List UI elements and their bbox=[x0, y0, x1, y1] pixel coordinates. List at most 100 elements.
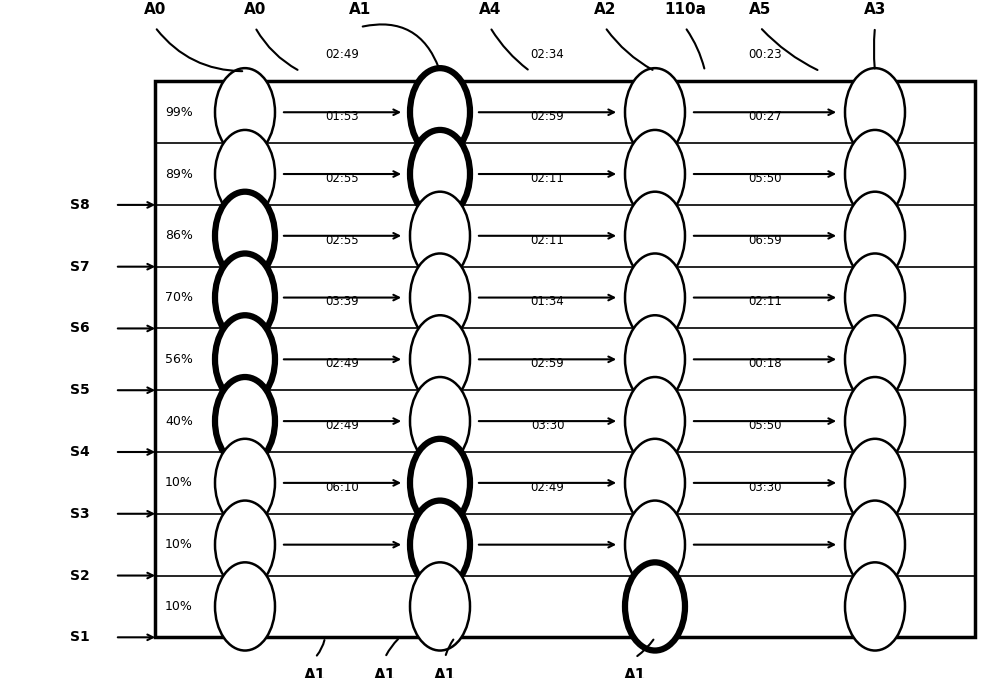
Text: 03:39: 03:39 bbox=[326, 296, 359, 308]
Text: A3: A3 bbox=[864, 2, 886, 17]
Text: A4: A4 bbox=[479, 2, 501, 17]
Ellipse shape bbox=[410, 192, 470, 280]
Ellipse shape bbox=[625, 500, 685, 589]
Text: 02:55: 02:55 bbox=[326, 234, 359, 247]
Ellipse shape bbox=[845, 562, 905, 650]
FancyArrowPatch shape bbox=[317, 640, 324, 656]
Text: 02:34: 02:34 bbox=[531, 48, 564, 62]
Ellipse shape bbox=[625, 439, 685, 527]
Ellipse shape bbox=[845, 254, 905, 342]
Ellipse shape bbox=[215, 562, 275, 650]
Ellipse shape bbox=[625, 130, 685, 218]
Text: 40%: 40% bbox=[165, 415, 193, 428]
Text: 99%: 99% bbox=[165, 106, 193, 119]
FancyArrowPatch shape bbox=[157, 29, 242, 71]
Ellipse shape bbox=[410, 562, 470, 650]
Text: S7: S7 bbox=[70, 260, 90, 274]
Text: 05:50: 05:50 bbox=[748, 172, 782, 185]
Text: S1: S1 bbox=[70, 631, 90, 644]
Ellipse shape bbox=[215, 439, 275, 527]
Text: 10%: 10% bbox=[165, 477, 193, 490]
Text: S5: S5 bbox=[70, 383, 90, 397]
Text: S6: S6 bbox=[70, 321, 90, 336]
Text: A1: A1 bbox=[304, 668, 326, 678]
Ellipse shape bbox=[215, 68, 275, 157]
Text: 02:11: 02:11 bbox=[748, 296, 782, 308]
FancyArrowPatch shape bbox=[491, 29, 528, 70]
Text: A0: A0 bbox=[244, 2, 266, 17]
Ellipse shape bbox=[845, 500, 905, 589]
Text: 56%: 56% bbox=[165, 353, 193, 366]
FancyArrowPatch shape bbox=[687, 29, 704, 68]
Text: A2: A2 bbox=[594, 2, 616, 17]
FancyArrowPatch shape bbox=[762, 29, 817, 70]
Text: A1: A1 bbox=[624, 668, 646, 678]
Text: S2: S2 bbox=[70, 569, 90, 582]
Text: 06:59: 06:59 bbox=[748, 234, 782, 247]
Text: 05:50: 05:50 bbox=[748, 419, 782, 432]
Text: 110a: 110a bbox=[664, 2, 706, 17]
FancyArrowPatch shape bbox=[386, 639, 398, 655]
Ellipse shape bbox=[845, 68, 905, 157]
Text: 02:49: 02:49 bbox=[326, 419, 359, 432]
Text: A0: A0 bbox=[144, 2, 166, 17]
Text: 03:30: 03:30 bbox=[531, 419, 564, 432]
Ellipse shape bbox=[410, 130, 470, 218]
Text: A1: A1 bbox=[434, 668, 456, 678]
FancyArrowPatch shape bbox=[446, 639, 453, 655]
Text: 06:10: 06:10 bbox=[326, 481, 359, 494]
Text: 02:55: 02:55 bbox=[326, 172, 359, 185]
Text: 00:27: 00:27 bbox=[748, 110, 782, 123]
Text: 00:18: 00:18 bbox=[748, 357, 782, 370]
Bar bbox=[155, 81, 975, 637]
Ellipse shape bbox=[410, 439, 470, 527]
Ellipse shape bbox=[215, 254, 275, 342]
FancyArrowPatch shape bbox=[607, 29, 653, 70]
Ellipse shape bbox=[215, 192, 275, 280]
Text: 70%: 70% bbox=[165, 291, 193, 304]
Ellipse shape bbox=[625, 254, 685, 342]
Ellipse shape bbox=[845, 439, 905, 527]
Text: A1: A1 bbox=[349, 2, 371, 17]
Ellipse shape bbox=[845, 315, 905, 403]
Ellipse shape bbox=[215, 377, 275, 465]
FancyArrowPatch shape bbox=[363, 24, 439, 68]
Ellipse shape bbox=[410, 315, 470, 403]
Text: 10%: 10% bbox=[165, 538, 193, 551]
Text: A5: A5 bbox=[749, 2, 771, 17]
Ellipse shape bbox=[215, 315, 275, 403]
FancyArrowPatch shape bbox=[637, 639, 653, 656]
Ellipse shape bbox=[410, 254, 470, 342]
Text: 02:49: 02:49 bbox=[326, 357, 359, 370]
Text: 00:23: 00:23 bbox=[748, 48, 782, 62]
FancyArrowPatch shape bbox=[256, 30, 298, 70]
Text: 01:53: 01:53 bbox=[326, 110, 359, 123]
Text: 02:59: 02:59 bbox=[531, 357, 564, 370]
Ellipse shape bbox=[410, 500, 470, 589]
Text: 86%: 86% bbox=[165, 229, 193, 242]
Ellipse shape bbox=[845, 377, 905, 465]
Text: 02:49: 02:49 bbox=[531, 481, 564, 494]
Text: 89%: 89% bbox=[165, 167, 193, 180]
Text: 01:34: 01:34 bbox=[531, 296, 564, 308]
Ellipse shape bbox=[625, 68, 685, 157]
Text: A1: A1 bbox=[374, 668, 396, 678]
Ellipse shape bbox=[410, 377, 470, 465]
Text: 02:11: 02:11 bbox=[531, 172, 564, 185]
Text: 02:11: 02:11 bbox=[531, 234, 564, 247]
Ellipse shape bbox=[625, 315, 685, 403]
Ellipse shape bbox=[410, 68, 470, 157]
Ellipse shape bbox=[215, 130, 275, 218]
Ellipse shape bbox=[625, 562, 685, 650]
Text: S8: S8 bbox=[70, 198, 90, 212]
Text: 02:59: 02:59 bbox=[531, 110, 564, 123]
Ellipse shape bbox=[845, 192, 905, 280]
Text: 10%: 10% bbox=[165, 600, 193, 613]
Ellipse shape bbox=[625, 377, 685, 465]
Text: 02:49: 02:49 bbox=[326, 48, 359, 62]
Text: S4: S4 bbox=[70, 445, 90, 459]
Ellipse shape bbox=[625, 192, 685, 280]
Ellipse shape bbox=[845, 130, 905, 218]
Ellipse shape bbox=[215, 500, 275, 589]
Text: S3: S3 bbox=[70, 506, 90, 521]
